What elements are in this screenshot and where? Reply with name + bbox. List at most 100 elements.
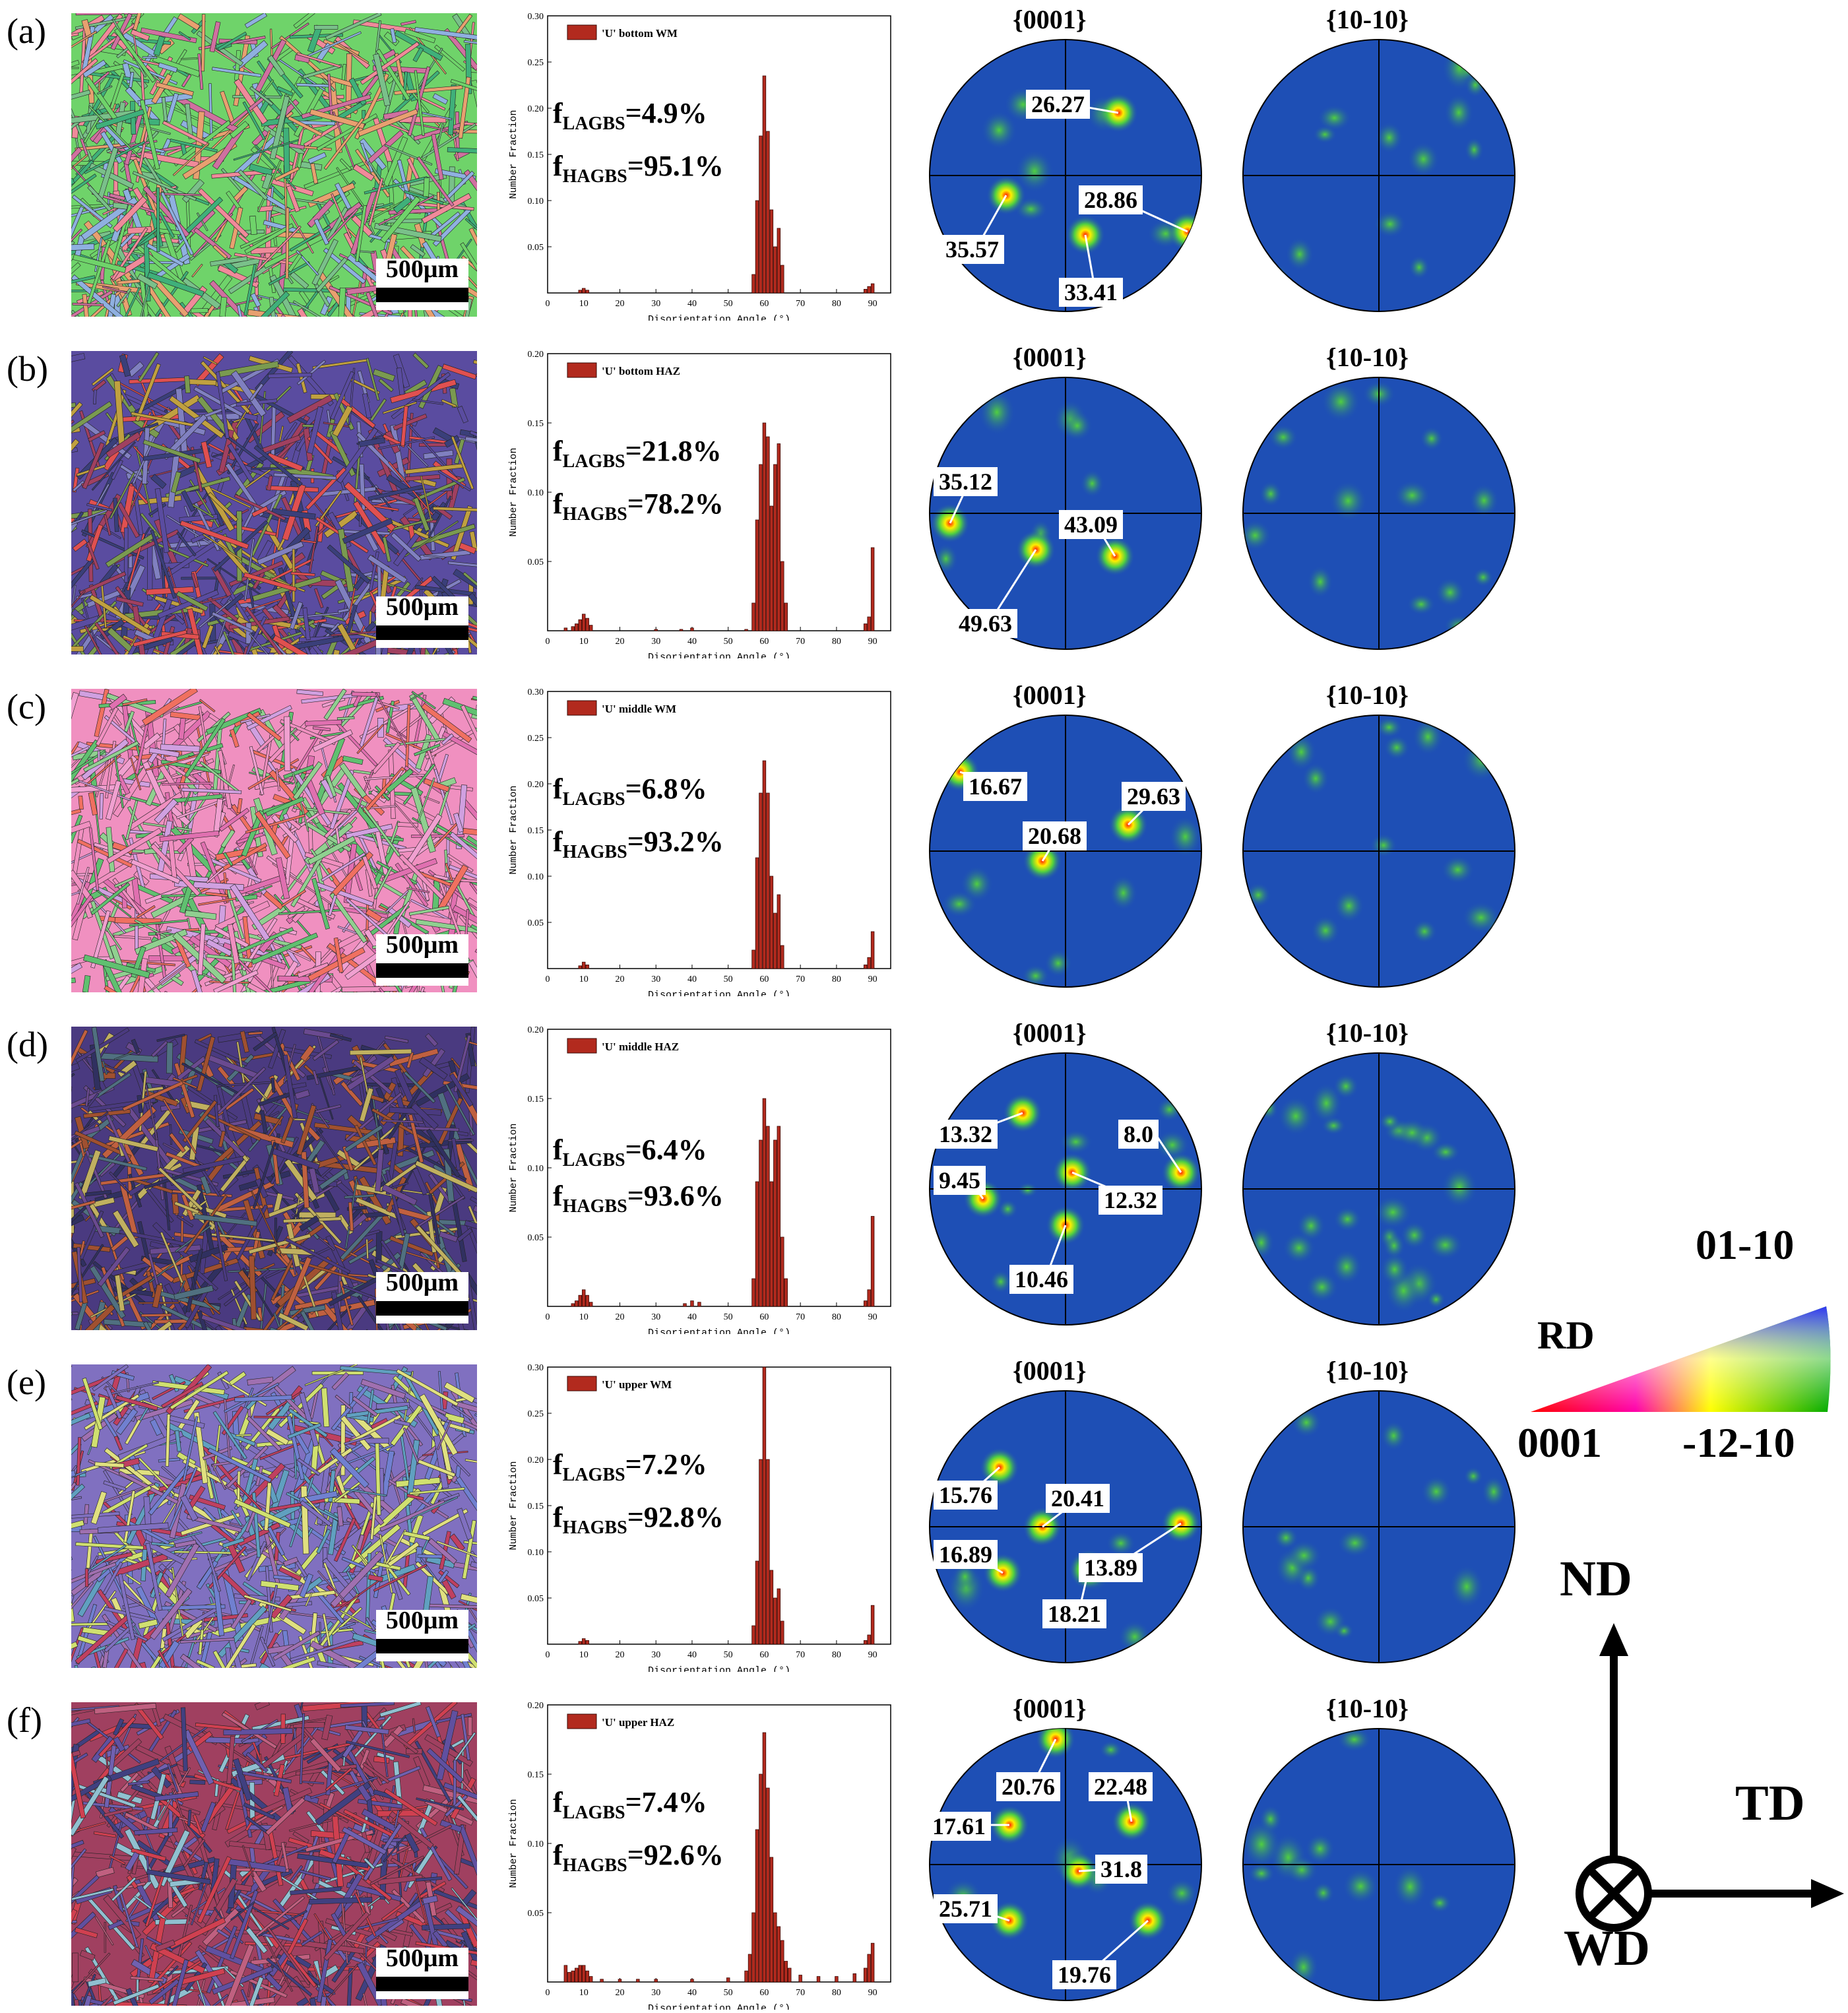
histogram-bar xyxy=(868,286,871,293)
histogram-bar xyxy=(755,1561,759,1644)
x-tick-label: 10 xyxy=(579,975,589,984)
pole-intensity-label: 20.41 xyxy=(1046,1484,1110,1513)
y-tick-label: 0.20 xyxy=(528,780,544,790)
histogram-bar xyxy=(637,1979,640,1982)
f-lagbs-value: fLAGBS=4.9% xyxy=(553,96,707,135)
x-tick-label: 20 xyxy=(615,637,624,647)
histogram-bar xyxy=(691,1979,694,1982)
histogram-bar xyxy=(571,627,575,631)
x-tick-label: 50 xyxy=(724,975,733,984)
x-tick-label: 70 xyxy=(796,975,805,984)
histogram-bar xyxy=(759,464,763,631)
y-axis-label: Number Fraction xyxy=(508,447,519,536)
y-tick-label: 0.10 xyxy=(528,1164,544,1174)
pole-intensity-label: 28.86 xyxy=(1079,185,1143,214)
y-tick-label: 0.30 xyxy=(528,1363,544,1373)
histogram-bar xyxy=(618,1979,621,1982)
histogram-bar xyxy=(763,1367,766,1644)
histogram-bar xyxy=(767,793,770,969)
histogram-bar xyxy=(774,1913,777,1982)
pole-figure-10-10-title: {10-10} xyxy=(1326,342,1409,373)
histogram-bar xyxy=(763,1099,766,1306)
y-tick-label: 0.20 xyxy=(528,104,544,114)
y-tick-label: 0.20 xyxy=(528,350,544,360)
histogram-bar xyxy=(871,1605,874,1644)
histogram-bar xyxy=(774,1140,777,1306)
histogram-bar xyxy=(763,761,766,969)
y-axis-label: Number Fraction xyxy=(508,110,519,199)
histogram-bar xyxy=(745,629,748,631)
ipf-label-top: 01-10 xyxy=(1696,1221,1794,1269)
y-tick-label: 0.20 xyxy=(528,1025,544,1035)
x-tick-label: 40 xyxy=(687,1988,697,1998)
y-axis-label: Number Fraction xyxy=(508,1123,519,1212)
histogram-bar xyxy=(684,1304,687,1306)
x-tick-label: 10 xyxy=(579,1312,589,1322)
histogram-bar xyxy=(582,962,585,969)
histogram-bar xyxy=(654,1979,658,1982)
y-tick-label: 0.25 xyxy=(528,1409,544,1419)
x-tick-label: 20 xyxy=(615,1312,624,1322)
histogram-bar xyxy=(781,265,784,293)
x-tick-label: 60 xyxy=(759,1988,769,1998)
histogram-bar xyxy=(781,945,784,969)
y-tick-label: 0.15 xyxy=(528,419,544,429)
y-tick-label: 0.10 xyxy=(528,872,544,882)
x-tick-label: 30 xyxy=(651,975,660,984)
histogram-bar xyxy=(770,210,773,293)
f-lagbs-value: fLAGBS=21.8% xyxy=(553,434,722,472)
pole-intensity-label: 22.48 xyxy=(1089,1772,1153,1801)
histogram-bar xyxy=(767,1788,770,1982)
x-tick-label: 0 xyxy=(546,637,550,647)
pole-intensity-label: 15.76 xyxy=(934,1481,998,1510)
x-tick-label: 10 xyxy=(579,1650,589,1660)
axis-nd: ND xyxy=(1560,1550,1632,1608)
histogram-bar xyxy=(571,1304,575,1306)
histogram-bar xyxy=(600,1979,604,1982)
histogram-bar xyxy=(589,1302,592,1306)
histogram-bar xyxy=(564,1965,567,1982)
histogram-bar xyxy=(774,464,777,631)
scale-bar: 500μm xyxy=(376,1272,468,1324)
legend-label: 'U' middle WM xyxy=(602,703,676,715)
histogram-bar xyxy=(752,274,755,293)
pole-intensity-label: 17.61 xyxy=(927,1812,991,1841)
histogram-bar xyxy=(871,932,874,969)
histogram-bar xyxy=(781,1237,784,1306)
pole-intensity-label: 49.63 xyxy=(953,609,1017,638)
f-lagbs-value: fLAGBS=7.4% xyxy=(553,1785,707,1824)
x-tick-label: 70 xyxy=(796,299,805,309)
pole-figure-0001-title: {0001} xyxy=(1013,1693,1087,1724)
histogram-bar xyxy=(871,548,874,631)
histogram-bar xyxy=(586,1295,589,1306)
y-tick-label: 0.30 xyxy=(528,687,544,697)
pole-figure-10-10-title: {10-10} xyxy=(1326,4,1409,35)
histogram-bar xyxy=(691,1301,694,1306)
scale-bar: 500μm xyxy=(376,596,468,648)
y-tick-label: 0.15 xyxy=(528,1095,544,1104)
x-tick-label: 50 xyxy=(724,1650,733,1660)
histogram-bar xyxy=(589,625,592,631)
legend-label: 'U' middle HAZ xyxy=(602,1040,679,1053)
histogram-bar xyxy=(763,423,766,631)
y-axis-label: Number Fraction xyxy=(508,785,519,874)
histogram-bar xyxy=(770,1857,773,1982)
histogram-bar xyxy=(752,1913,755,1982)
panel-letter: (d) xyxy=(7,1024,48,1065)
y-tick-label: 0.10 xyxy=(528,1839,544,1849)
f-hagbs-value: fHAGBS=93.2% xyxy=(553,825,724,863)
histogram-bar xyxy=(759,1459,763,1644)
f-hagbs-value: fHAGBS=92.6% xyxy=(553,1838,724,1876)
histogram-bar xyxy=(752,1626,755,1644)
histogram-bar xyxy=(784,1279,788,1306)
histogram-bar xyxy=(579,1642,582,1644)
pole-intensity-label: 29.63 xyxy=(1122,782,1186,811)
histogram-bar xyxy=(586,618,589,631)
scale-bar: 500μm xyxy=(376,1610,468,1661)
histogram-bar xyxy=(835,1977,839,1982)
pole-figure-0001-title: {0001} xyxy=(1013,1017,1087,1048)
histogram-bar xyxy=(788,1968,791,1982)
